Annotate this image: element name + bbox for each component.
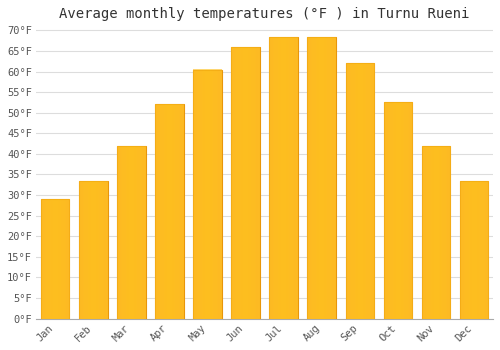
Bar bbox=[422, 146, 450, 318]
Bar bbox=[346, 63, 374, 319]
Bar bbox=[232, 47, 260, 318]
Bar bbox=[79, 181, 108, 318]
Bar bbox=[155, 105, 184, 318]
Bar bbox=[460, 181, 488, 318]
Bar bbox=[193, 70, 222, 318]
Bar bbox=[117, 146, 145, 318]
Bar bbox=[41, 199, 70, 318]
Bar bbox=[384, 103, 412, 318]
Title: Average monthly temperatures (°F ) in Turnu Rueni: Average monthly temperatures (°F ) in Tu… bbox=[60, 7, 470, 21]
Bar bbox=[308, 36, 336, 318]
Bar bbox=[270, 36, 298, 318]
